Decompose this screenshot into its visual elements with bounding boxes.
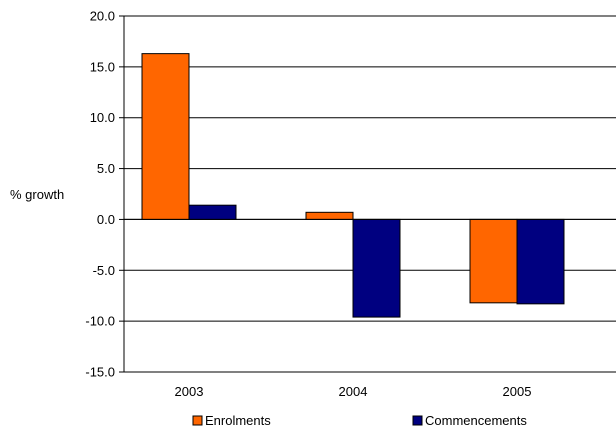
legend-swatch-enrolments [192, 415, 203, 426]
axes [123, 16, 616, 372]
y-tick-label: -5.0 [93, 263, 115, 278]
bars [141, 53, 565, 318]
y-tick-label: 0.0 [97, 212, 115, 227]
legend-label-enrolments: Enrolments [205, 413, 271, 428]
bar-commencements-2003 [188, 204, 237, 220]
y-tick-label: 5.0 [97, 161, 115, 176]
y-tick-label: 10.0 [90, 110, 115, 125]
bar-commencements-2005 [516, 218, 565, 305]
y-tick-label: -10.0 [85, 314, 115, 329]
x-tick-labels: 2003 2004 2005 [175, 384, 532, 399]
x-tick-label: 2004 [339, 384, 368, 399]
x-tick-label: 2005 [503, 384, 532, 399]
bar-enrolments-2003 [141, 53, 190, 220]
gridlines [119, 15, 616, 373]
legend-swatch-commencements [412, 415, 423, 426]
bar-commencements-2004 [352, 218, 401, 318]
bar-enrolments-2004 [305, 211, 354, 220]
y-axis-label: % growth [10, 187, 64, 202]
legend-label-commencements: Commencements [425, 413, 527, 428]
y-tick-label: 15.0 [90, 59, 115, 74]
y-tick-label: -15.0 [85, 365, 115, 380]
x-tick-label: 2003 [175, 384, 204, 399]
legend: Enrolments Commencements [192, 413, 527, 428]
y-tick-labels: 20.0 15.0 10.0 5.0 0.0 -5.0 -10.0 -15.0 [85, 9, 115, 380]
bar-enrolments-2005 [469, 218, 518, 304]
y-tick-label: 20.0 [90, 9, 115, 24]
